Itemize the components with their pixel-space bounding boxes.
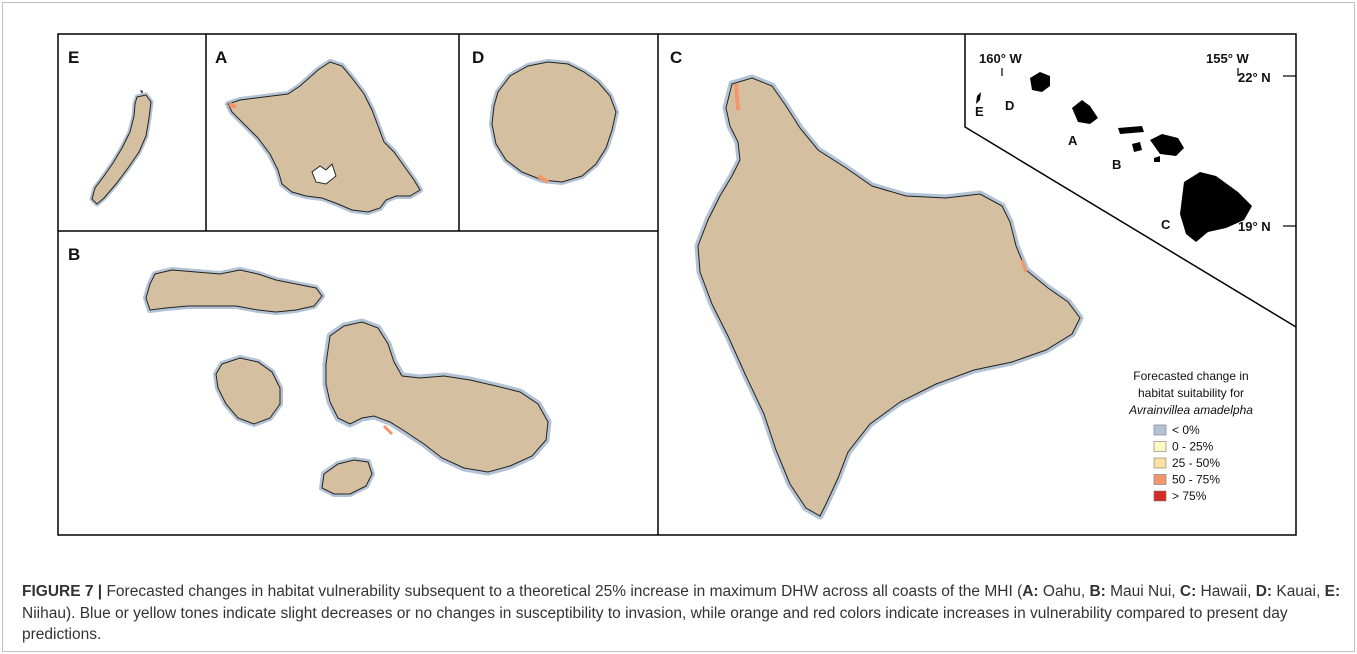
panel-label-c: C [670,48,682,67]
caption-key-a: A: [1022,583,1039,600]
lon-label-right: 155° W [1206,51,1250,66]
panel-label-d: D [472,48,484,67]
legend-label: < 0% [1172,423,1200,437]
panel-label-a: A [215,48,227,67]
caption-val-c: Hawaii, [1196,583,1256,600]
inset-locator-map: 160° W 155° W 22° N 19° N E D A B C [975,51,1296,242]
caption-key-c: C: [1179,583,1197,600]
legend-swatch [1153,424,1167,436]
panel-label-b: B [68,245,80,264]
legend-label: 25 - 50% [1172,456,1220,470]
inset-border [964,34,1297,328]
legend-label: 50 - 75% [1172,473,1220,487]
caption-key-d: D: [1255,583,1273,600]
lon-label-left: 160° W [979,51,1023,66]
caption-key-e: E: [1324,583,1341,600]
inset-label-a: A [1068,133,1078,148]
inset-label-d: D [1005,98,1014,113]
island-niihau [89,90,154,207]
inset-label-e: E [975,104,984,119]
lat-label-top: 22° N [1238,70,1271,85]
caption-val-a: Oahu, [1038,583,1090,600]
figure-caption: FIGURE 7 | Forecasted changes in habitat… [22,581,1342,646]
island-kahoolawe [319,457,375,497]
caption-figure-label: FIGURE 7 | [22,583,103,600]
legend-title-line2: habitat suitability for [1138,386,1244,400]
island-maui [322,318,552,476]
island-molokai [143,267,325,315]
caption-val-e: Niihau). Blue or yellow tones indicate s… [22,604,1288,644]
legend-label: > 75% [1172,489,1207,503]
caption-text-intro: Forecasted changes in habitat vulnerabil… [102,583,1023,600]
inset-label-c: C [1161,217,1171,232]
legend-swatch [1153,474,1167,485]
legend-title-line3: Avrainvillea amadelpha [1128,403,1253,417]
figure-map: E A D C B [57,33,1297,536]
island-hawaii [694,74,1084,520]
legend-swatch [1153,441,1167,452]
island-kauai [489,59,619,185]
caption-val-b: Maui Nui, [1105,583,1180,600]
lat-label-bottom: 19° N [1238,219,1271,234]
map-legend: Forecasted change in habitat suitability… [1128,369,1253,503]
legend-label: 0 - 25% [1172,440,1214,454]
panel-label-e: E [68,48,79,67]
caption-val-d: Kauai, [1272,583,1325,600]
island-oahu [225,59,423,215]
island-lanai [213,355,283,427]
caption-key-b: B: [1089,583,1106,600]
legend-title-line1: Forecasted change in [1133,369,1248,383]
legend-swatch [1153,490,1167,502]
legend-swatch [1153,457,1167,469]
inset-label-b: B [1112,157,1121,172]
